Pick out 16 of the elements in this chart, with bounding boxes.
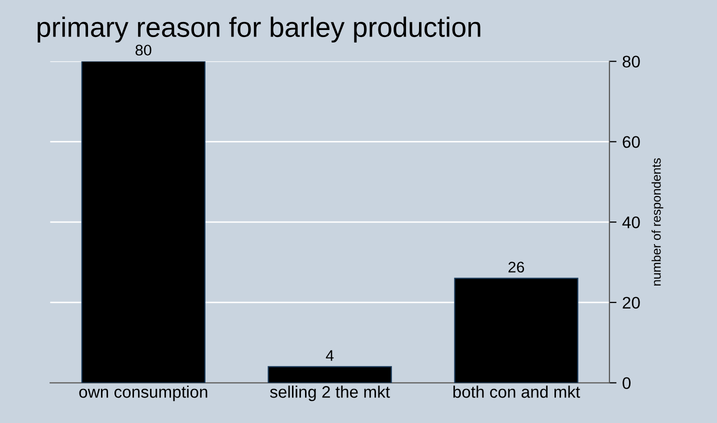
- bar: [81, 61, 206, 383]
- bar: [268, 366, 392, 383]
- y-tick-label: 60: [622, 136, 640, 148]
- x-tick-label: own consumption: [79, 386, 208, 402]
- bar: [454, 278, 578, 383]
- data-label: 4: [326, 350, 334, 361]
- y-tick-label: 40: [622, 216, 640, 228]
- x-tick-label: both con and mkt: [453, 386, 580, 398]
- chart-title: primary reason for barley production: [38, 16, 480, 43]
- y-axis-title: number of respondents: [652, 158, 664, 286]
- data-label: 80: [136, 44, 152, 56]
- y-tick-label: 0: [622, 377, 631, 390]
- y-tick-label: 20: [622, 296, 640, 309]
- x-tick-label: selling 2 the mkt: [270, 386, 390, 402]
- data-label: 26: [508, 262, 524, 273]
- y-tick-label: 80: [622, 56, 640, 68]
